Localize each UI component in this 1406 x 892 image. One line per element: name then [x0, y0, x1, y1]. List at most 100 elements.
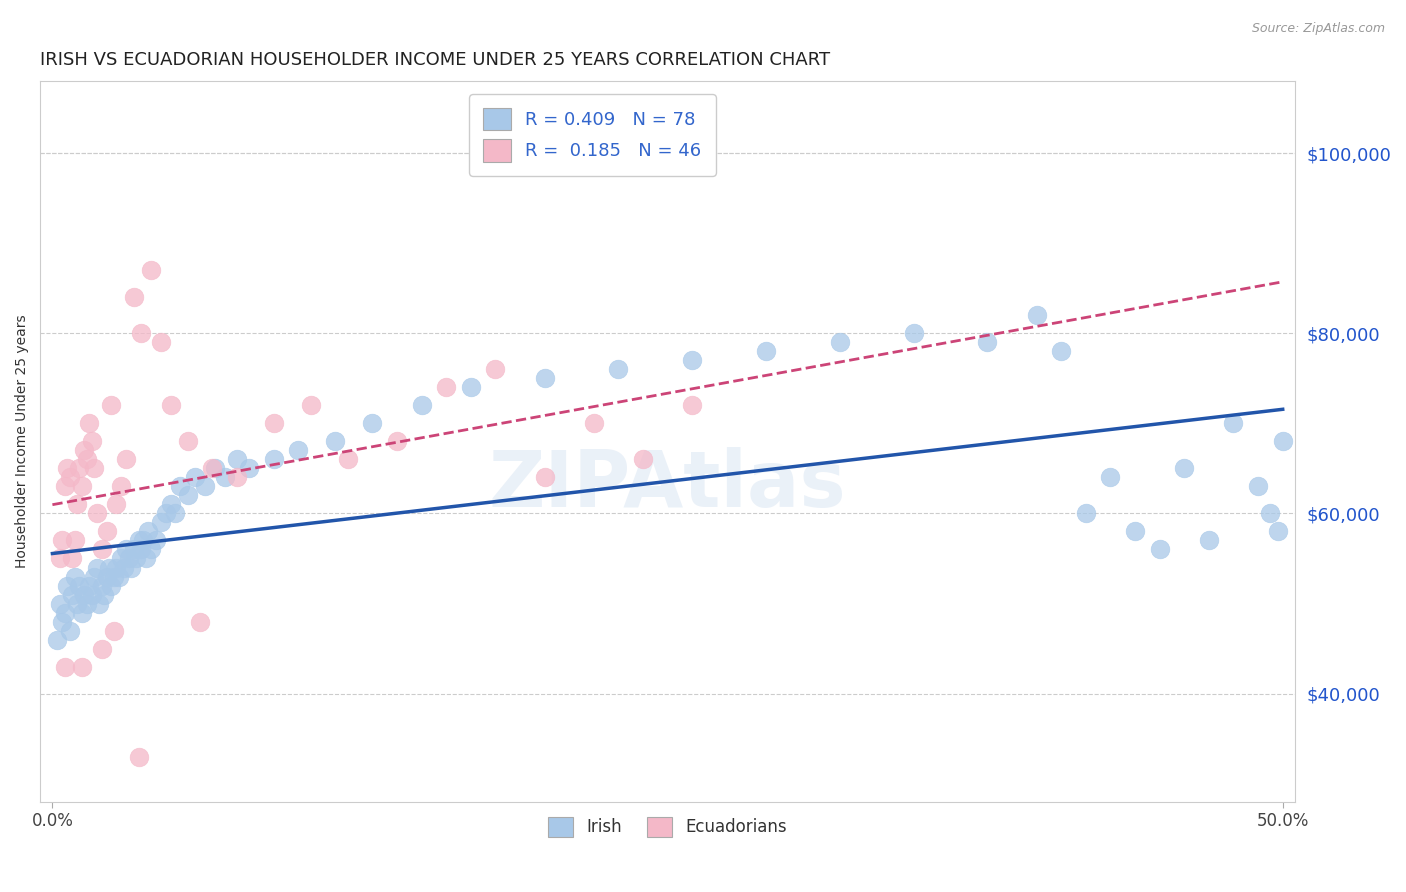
Point	[226, 452, 249, 467]
Point	[1123, 524, 1146, 539]
Point	[214, 470, 236, 484]
Point	[188, 615, 211, 629]
Point	[98, 560, 121, 574]
Point	[460, 380, 482, 394]
Point	[533, 371, 555, 385]
Point	[76, 452, 98, 467]
Point	[177, 488, 200, 502]
Point	[976, 335, 998, 350]
Point	[66, 498, 89, 512]
Point	[80, 434, 103, 449]
Point	[177, 434, 200, 449]
Point	[238, 461, 260, 475]
Point	[128, 533, 150, 548]
Text: ZIPAtlas: ZIPAtlas	[489, 447, 846, 523]
Point	[582, 417, 605, 431]
Point	[53, 606, 76, 620]
Point	[263, 452, 285, 467]
Point	[69, 578, 91, 592]
Point	[103, 624, 125, 638]
Point	[79, 578, 101, 592]
Point	[1247, 479, 1270, 493]
Point	[93, 587, 115, 601]
Point	[115, 542, 138, 557]
Point	[287, 443, 309, 458]
Point	[53, 659, 76, 673]
Point	[105, 498, 128, 512]
Point	[1271, 434, 1294, 449]
Point	[434, 380, 457, 394]
Point	[73, 443, 96, 458]
Point	[204, 461, 226, 475]
Point	[105, 560, 128, 574]
Point	[385, 434, 408, 449]
Point	[1149, 542, 1171, 557]
Point	[755, 344, 778, 359]
Point	[115, 452, 138, 467]
Point	[132, 533, 155, 548]
Point	[1173, 461, 1195, 475]
Point	[226, 470, 249, 484]
Point	[169, 479, 191, 493]
Point	[90, 542, 112, 557]
Point	[903, 326, 925, 341]
Point	[51, 533, 73, 548]
Point	[681, 353, 703, 368]
Point	[1050, 344, 1073, 359]
Point	[128, 749, 150, 764]
Point	[165, 507, 187, 521]
Point	[125, 551, 148, 566]
Point	[159, 498, 181, 512]
Point	[59, 624, 82, 638]
Point	[83, 569, 105, 583]
Point	[103, 569, 125, 583]
Point	[83, 461, 105, 475]
Point	[122, 290, 145, 304]
Point	[149, 335, 172, 350]
Point	[70, 479, 93, 493]
Point	[129, 542, 152, 557]
Point	[118, 551, 141, 566]
Point	[299, 399, 322, 413]
Point	[138, 524, 160, 539]
Point	[129, 326, 152, 341]
Point	[63, 569, 86, 583]
Point	[79, 417, 101, 431]
Point	[100, 399, 122, 413]
Point	[110, 479, 132, 493]
Point	[70, 659, 93, 673]
Point	[51, 615, 73, 629]
Point	[1260, 507, 1282, 521]
Point	[86, 507, 108, 521]
Point	[110, 551, 132, 566]
Point	[145, 533, 167, 548]
Point	[76, 597, 98, 611]
Point	[361, 417, 384, 431]
Point	[96, 524, 118, 539]
Point	[56, 578, 79, 592]
Point	[66, 597, 89, 611]
Point	[49, 551, 72, 566]
Point	[139, 263, 162, 277]
Point	[73, 587, 96, 601]
Point	[681, 399, 703, 413]
Point	[96, 569, 118, 583]
Point	[159, 399, 181, 413]
Point	[201, 461, 224, 475]
Point	[1267, 524, 1289, 539]
Point	[1222, 417, 1244, 431]
Point	[1099, 470, 1122, 484]
Point	[100, 578, 122, 592]
Point	[80, 587, 103, 601]
Point	[60, 587, 83, 601]
Point	[59, 470, 82, 484]
Point	[1025, 309, 1047, 323]
Point	[63, 533, 86, 548]
Point	[112, 560, 135, 574]
Legend: Irish, Ecuadorians: Irish, Ecuadorians	[541, 810, 794, 844]
Point	[69, 461, 91, 475]
Text: Source: ZipAtlas.com: Source: ZipAtlas.com	[1251, 22, 1385, 36]
Point	[263, 417, 285, 431]
Point	[533, 470, 555, 484]
Point	[60, 551, 83, 566]
